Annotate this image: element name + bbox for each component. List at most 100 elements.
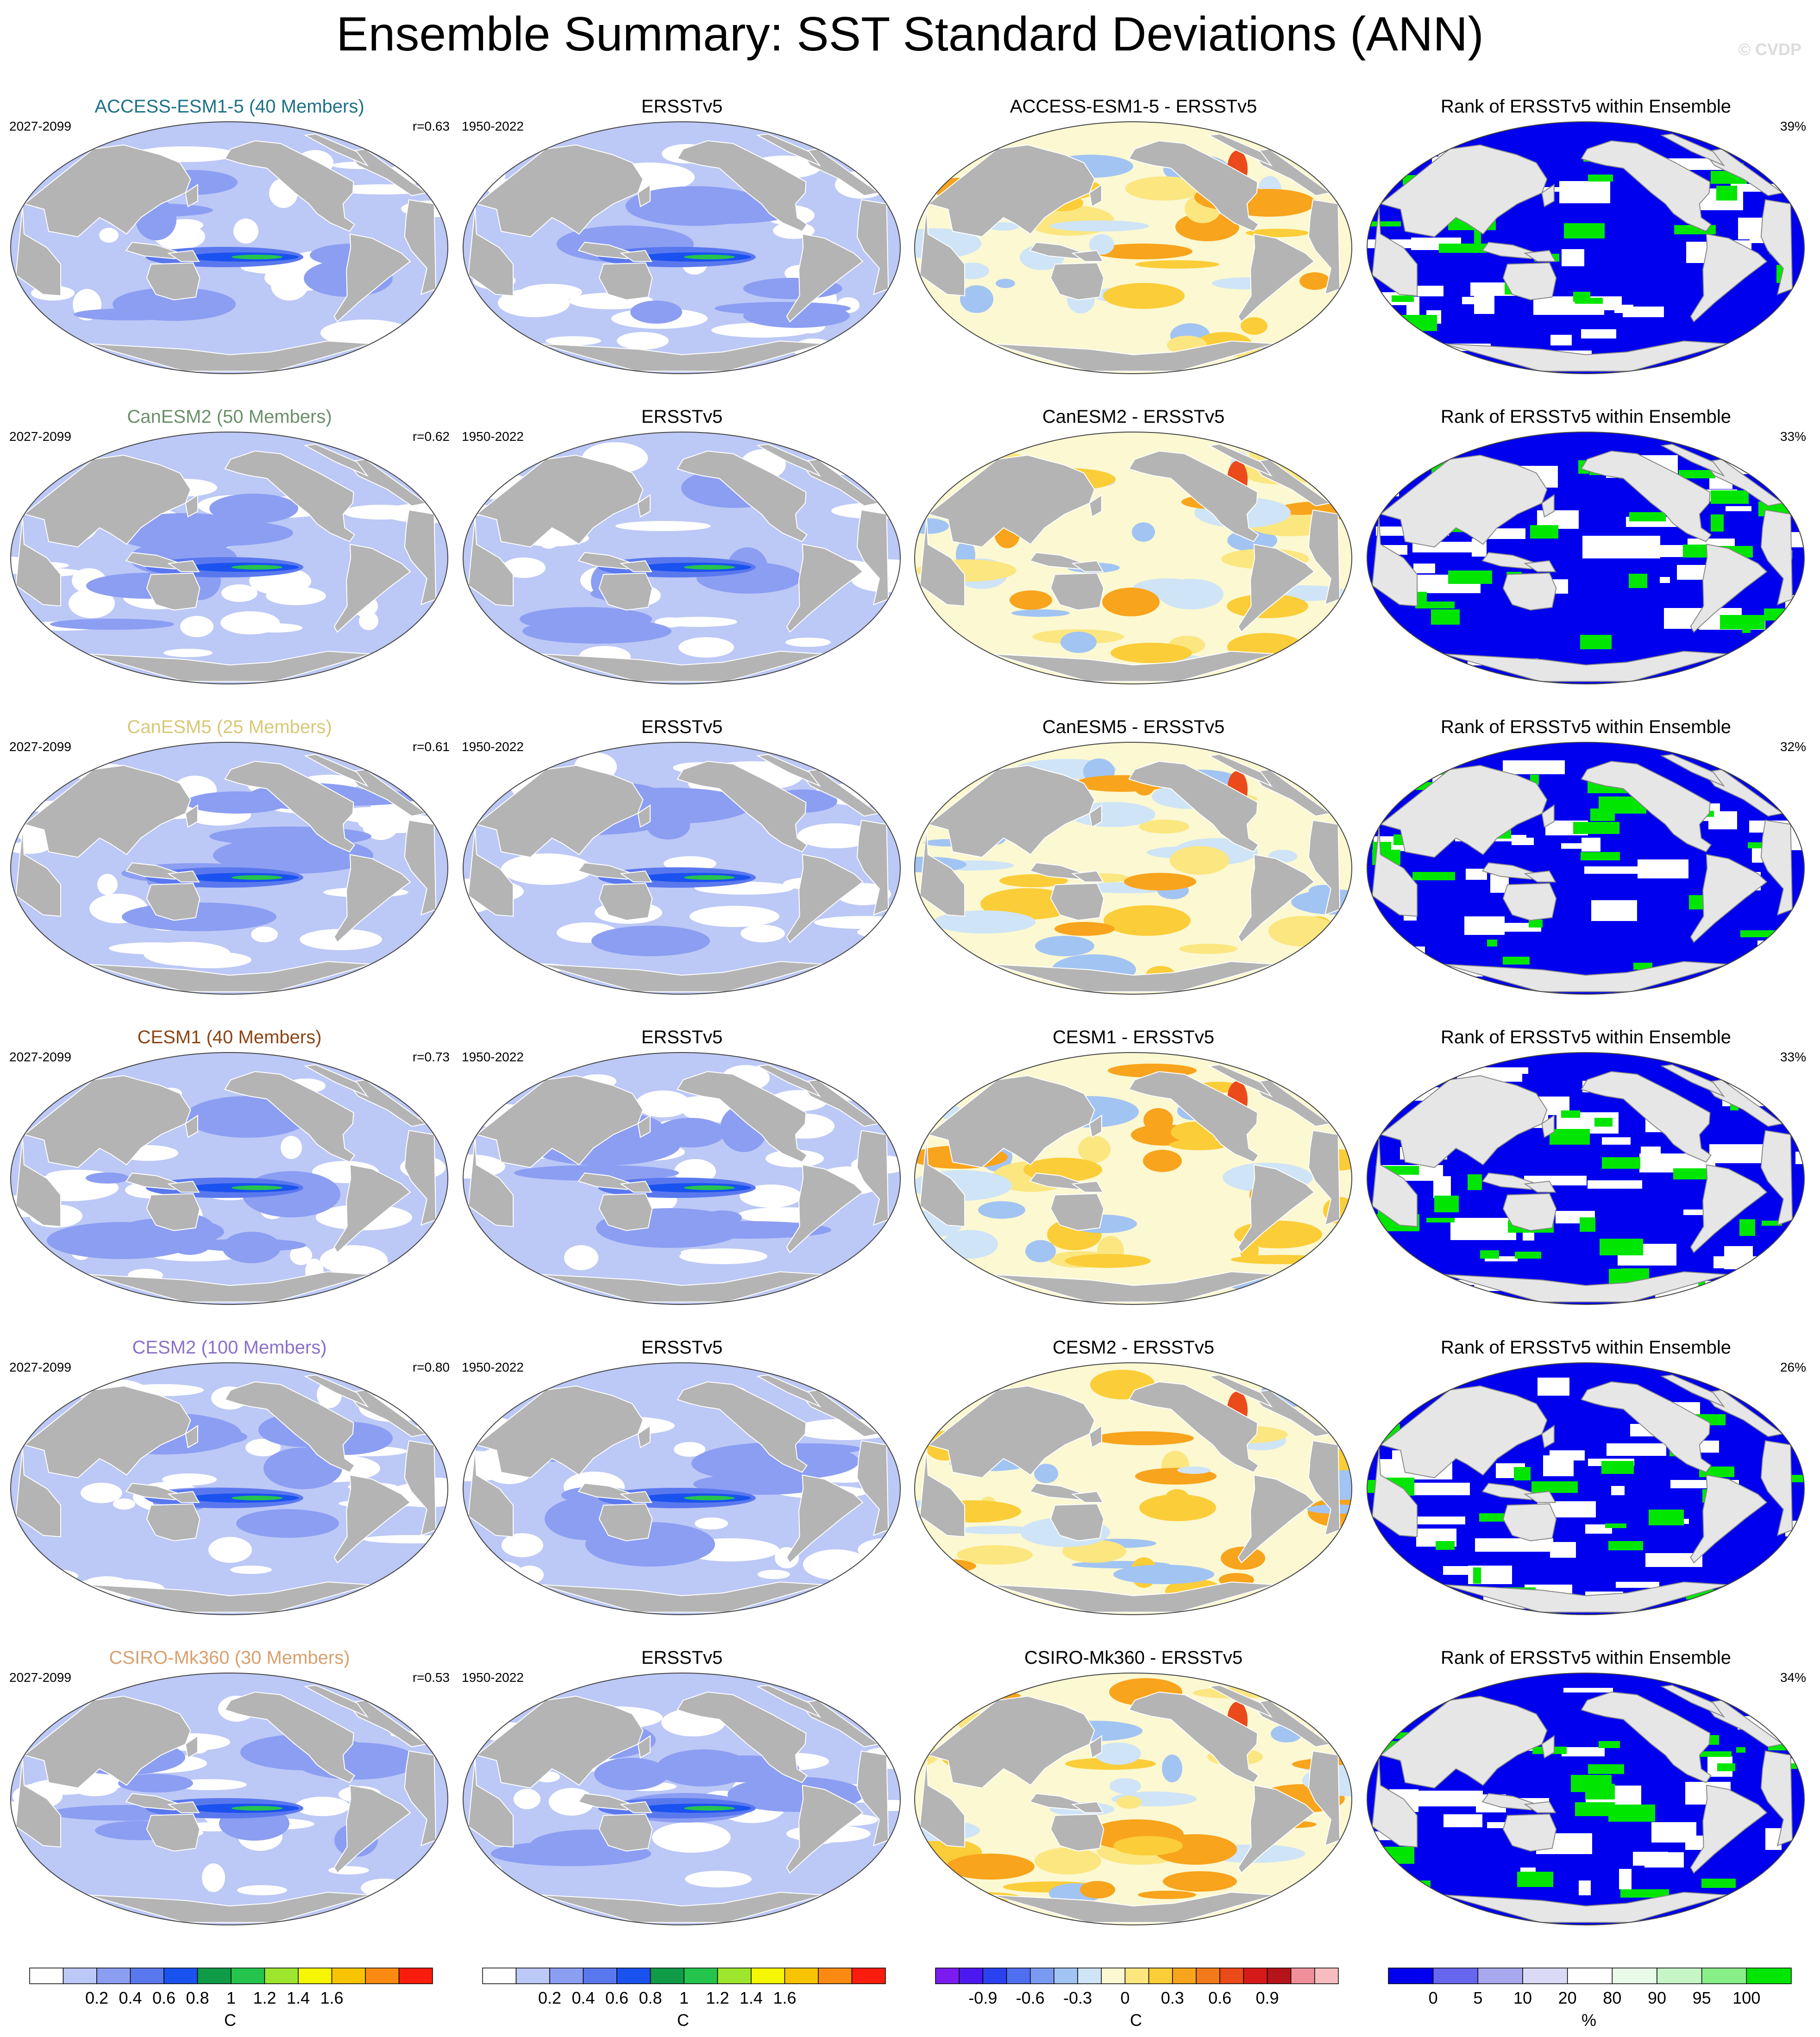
colorbar-tick-label: 95 — [1692, 1988, 1711, 2007]
rank-map — [1367, 1673, 1805, 1925]
land-mass — [786, 1474, 864, 1564]
colorbar-tick-label: 80 — [1603, 1988, 1622, 2007]
map-field — [463, 122, 900, 374]
colorbar-swatch — [1101, 1968, 1126, 1984]
land-mass — [786, 1785, 864, 1874]
colorbar-tick-label: 1.6 — [320, 1988, 344, 2007]
land-mass — [15, 1137, 62, 1227]
diff-map — [914, 432, 1352, 684]
colorbar-tick-label: 0.4 — [571, 1988, 595, 2007]
land-mass — [15, 207, 62, 296]
obs-panel: ERSSTv5 1950-2022 — [456, 1026, 908, 1322]
colorbar-swatch — [1477, 1968, 1523, 1984]
colorbar-swatch — [583, 1968, 617, 1984]
land-mass — [1690, 233, 1768, 323]
land-mass — [87, 1892, 371, 1923]
land-mass — [1541, 1735, 1555, 1759]
colorbar-tick-label: -0.6 — [1016, 1988, 1045, 2007]
model-panel: CSIRO-Mk360 (30 Members) 2027-2099 r=0.53 — [4, 1646, 455, 1943]
map-border — [914, 742, 1352, 995]
land-mass — [15, 517, 62, 607]
land-mass — [1660, 1064, 1726, 1097]
colorbar-swatch — [1219, 1968, 1244, 1984]
land-mass — [1237, 854, 1315, 943]
land-mass — [1541, 804, 1555, 828]
colorbar-swatch — [130, 1968, 164, 1984]
rank-title: Rank of ERSSTv5 within Ensemble — [1441, 1027, 1731, 1047]
land-mass — [1690, 854, 1768, 943]
obs-title: ERSSTv5 — [641, 96, 723, 117]
land-mass — [677, 450, 808, 542]
land-mass — [333, 233, 411, 323]
land-mass — [919, 517, 966, 607]
rank-percent: 33% — [1780, 1050, 1806, 1064]
land-mass — [1524, 1491, 1556, 1503]
land-mass — [167, 1180, 200, 1193]
model-panel: CanESM2 (50 Members) 2027-2099 r=0.62 — [4, 405, 455, 702]
map-field — [1367, 1363, 1804, 1615]
land-mass — [1443, 340, 1728, 372]
land-mass — [1760, 1750, 1793, 1847]
colorbar-tick-label: 0 — [1428, 1988, 1438, 2007]
land-mass — [1372, 1137, 1418, 1227]
land-mass — [1237, 1785, 1315, 1874]
colorbar-swatch — [29, 1968, 64, 1984]
colorbar-swatch — [96, 1968, 131, 1984]
colorbar-swatch — [1006, 1968, 1031, 1984]
land-mass — [303, 1064, 369, 1097]
sd-map — [10, 742, 448, 995]
colorbar-swatch — [231, 1968, 265, 1984]
colorbar-swatch — [1522, 1968, 1568, 1984]
land-mass — [1481, 242, 1538, 259]
land-mass — [1308, 1750, 1341, 1847]
map-field — [463, 1053, 900, 1304]
land-mass — [146, 1503, 201, 1542]
colorbar-swatch — [331, 1968, 366, 1984]
obs-title: ERSSTv5 — [641, 407, 723, 427]
map-field — [1367, 1053, 1804, 1304]
sd-map — [10, 1673, 448, 1925]
colorbar-swatch — [684, 1968, 718, 1984]
land-mass — [23, 765, 191, 858]
land-mass — [1372, 1448, 1418, 1537]
land-mass — [87, 1271, 371, 1303]
land-mass — [1128, 1071, 1259, 1163]
diff-map — [914, 742, 1352, 995]
colorbar-tick-label: 0.8 — [639, 1988, 662, 2007]
model-title: ACCESS-ESM1-5 (40 Members) — [94, 96, 364, 117]
land-mass — [1524, 1180, 1556, 1193]
land-mass — [756, 133, 822, 167]
map-border — [1367, 432, 1805, 684]
rank-map — [1367, 432, 1805, 684]
land-mass — [1380, 1385, 1548, 1479]
land-mass — [756, 1685, 822, 1718]
land-mass — [1237, 1474, 1315, 1564]
colorbar — [29, 1968, 433, 1984]
colorbar — [482, 1968, 886, 1984]
colorbar-tick-label: 0.8 — [186, 1988, 209, 2007]
land-mass — [991, 1271, 1275, 1303]
land-mass — [1443, 651, 1728, 682]
rank-percent: 26% — [1780, 1360, 1806, 1374]
land-mass — [927, 1695, 1095, 1789]
land-mass — [856, 1440, 889, 1536]
land-mass — [476, 1695, 644, 1789]
land-mass — [185, 1114, 198, 1138]
colorbar-swatch — [616, 1968, 651, 1984]
land-mass — [598, 883, 653, 921]
land-mass — [1502, 262, 1557, 301]
land-mass — [856, 509, 889, 606]
land-mass — [167, 1491, 200, 1503]
colorbar-swatch — [851, 1968, 886, 1984]
map-border — [1367, 1673, 1805, 1925]
land-mass — [1089, 494, 1102, 518]
pattern-correlation: r=0.62 — [412, 429, 450, 444]
model-period: 2027-2099 — [9, 1670, 71, 1685]
land-mass — [1541, 494, 1555, 518]
land-mass — [1541, 183, 1555, 207]
obs-period: 1950-2022 — [462, 1050, 524, 1064]
diff-panel: CSIRO-Mk360 - ERSSTv5 — [908, 1646, 1359, 1943]
land-mass — [224, 450, 355, 542]
land-mass — [991, 961, 1275, 992]
land-mass — [1443, 1271, 1728, 1303]
